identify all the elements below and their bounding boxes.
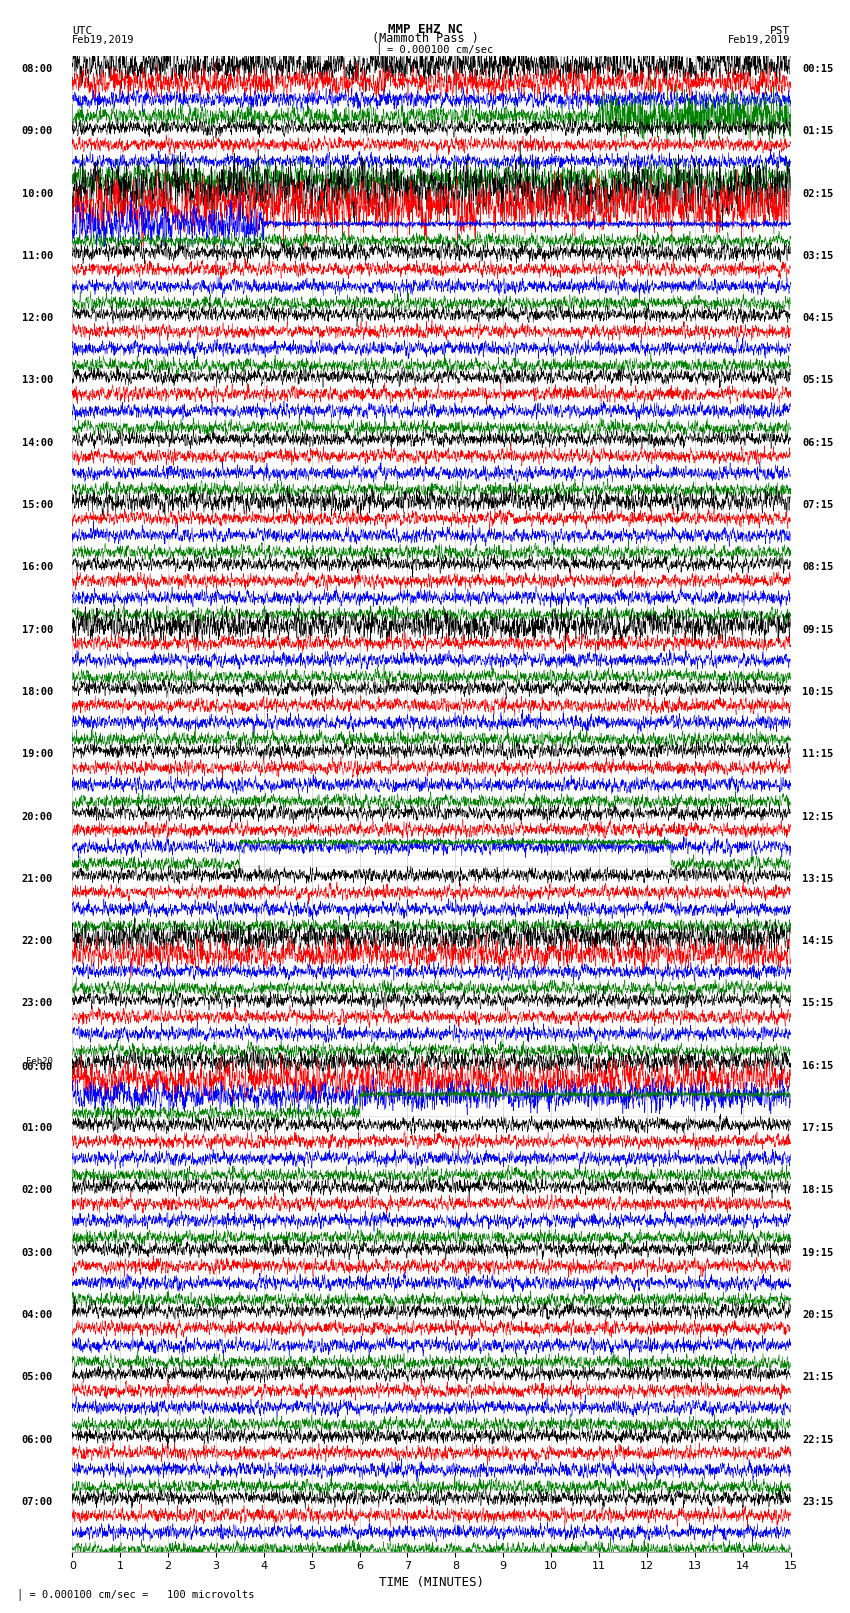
Text: 02:00: 02:00 [22, 1186, 53, 1195]
Text: 08:00: 08:00 [22, 65, 53, 74]
Text: PST: PST [770, 26, 790, 37]
Text: 02:15: 02:15 [802, 189, 834, 198]
Text: = 0.000100 cm/sec: = 0.000100 cm/sec [387, 45, 493, 55]
Text: 04:15: 04:15 [802, 313, 834, 323]
Text: 20:00: 20:00 [22, 811, 53, 821]
Text: 06:00: 06:00 [22, 1434, 53, 1445]
Text: 10:00: 10:00 [22, 189, 53, 198]
Text: MMP EHZ NC: MMP EHZ NC [388, 23, 462, 37]
Text: 15:15: 15:15 [802, 998, 834, 1008]
Text: 18:15: 18:15 [802, 1186, 834, 1195]
Text: 09:15: 09:15 [802, 624, 834, 634]
Text: 03:15: 03:15 [802, 252, 834, 261]
Text: Feb20: Feb20 [26, 1057, 53, 1066]
Text: 19:00: 19:00 [22, 750, 53, 760]
Text: 07:00: 07:00 [22, 1497, 53, 1507]
Text: Feb19,2019: Feb19,2019 [728, 35, 791, 45]
Text: 16:15: 16:15 [802, 1061, 834, 1071]
Text: 09:00: 09:00 [22, 126, 53, 135]
Text: │: │ [375, 42, 382, 55]
Text: 13:15: 13:15 [802, 874, 834, 884]
Text: 21:00: 21:00 [22, 874, 53, 884]
Text: │ = 0.000100 cm/sec =   100 microvolts: │ = 0.000100 cm/sec = 100 microvolts [17, 1589, 254, 1600]
Text: 16:00: 16:00 [22, 563, 53, 573]
Text: (Mammoth Pass ): (Mammoth Pass ) [371, 32, 479, 45]
Text: 10:15: 10:15 [802, 687, 834, 697]
Text: 12:00: 12:00 [22, 313, 53, 323]
Text: 06:15: 06:15 [802, 437, 834, 448]
Text: 22:15: 22:15 [802, 1434, 834, 1445]
Text: 01:15: 01:15 [802, 126, 834, 135]
X-axis label: TIME (MINUTES): TIME (MINUTES) [379, 1576, 484, 1589]
Text: 05:00: 05:00 [22, 1373, 53, 1382]
Text: 21:15: 21:15 [802, 1373, 834, 1382]
Text: 12:15: 12:15 [802, 811, 834, 821]
Text: 15:00: 15:00 [22, 500, 53, 510]
Text: 18:00: 18:00 [22, 687, 53, 697]
Text: 17:15: 17:15 [802, 1123, 834, 1132]
Text: UTC: UTC [72, 26, 93, 37]
Text: 04:00: 04:00 [22, 1310, 53, 1319]
Text: 17:00: 17:00 [22, 624, 53, 634]
Text: 14:15: 14:15 [802, 936, 834, 947]
Text: 23:00: 23:00 [22, 998, 53, 1008]
Text: 00:00: 00:00 [22, 1061, 53, 1073]
Text: 07:15: 07:15 [802, 500, 834, 510]
Text: 05:15: 05:15 [802, 376, 834, 386]
Text: 20:15: 20:15 [802, 1310, 834, 1319]
Text: 08:15: 08:15 [802, 563, 834, 573]
Text: 14:00: 14:00 [22, 437, 53, 448]
Text: 11:00: 11:00 [22, 252, 53, 261]
Text: 19:15: 19:15 [802, 1248, 834, 1258]
Text: Feb19,2019: Feb19,2019 [72, 35, 135, 45]
Text: 11:15: 11:15 [802, 750, 834, 760]
Text: 23:15: 23:15 [802, 1497, 834, 1507]
Text: 13:00: 13:00 [22, 376, 53, 386]
Text: 00:15: 00:15 [802, 65, 834, 74]
Text: 22:00: 22:00 [22, 936, 53, 947]
Text: 03:00: 03:00 [22, 1248, 53, 1258]
Text: 01:00: 01:00 [22, 1123, 53, 1132]
